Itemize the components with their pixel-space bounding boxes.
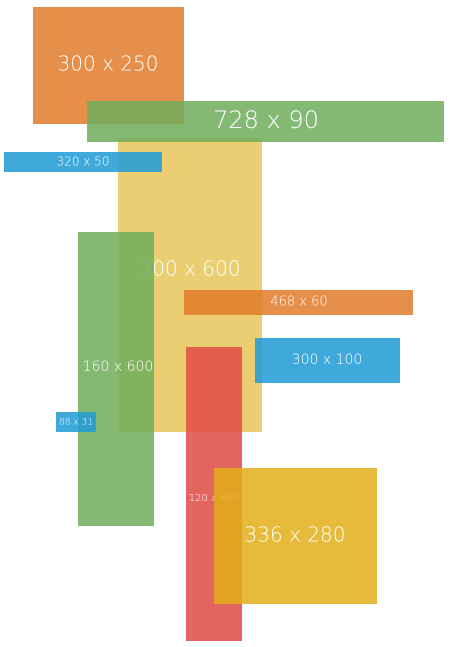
box-label: 88 x 31 xyxy=(59,418,93,428)
box xyxy=(87,101,444,142)
box xyxy=(184,290,413,315)
box xyxy=(78,232,154,526)
box-label: 336 x 280 xyxy=(245,523,346,547)
box xyxy=(214,468,377,604)
box xyxy=(255,338,400,383)
box-label: 300 x 100 xyxy=(292,352,363,368)
box xyxy=(56,412,96,432)
box-label: 160 x 600 xyxy=(83,359,154,375)
box xyxy=(4,152,162,172)
box-label: 300 x 600 xyxy=(140,257,241,281)
box-label: 468 x 60 xyxy=(270,295,327,310)
box-label: 728 x 90 xyxy=(213,106,319,134)
box-label: 300 x 250 xyxy=(58,52,159,76)
box-label: 320 x 50 xyxy=(57,155,110,169)
